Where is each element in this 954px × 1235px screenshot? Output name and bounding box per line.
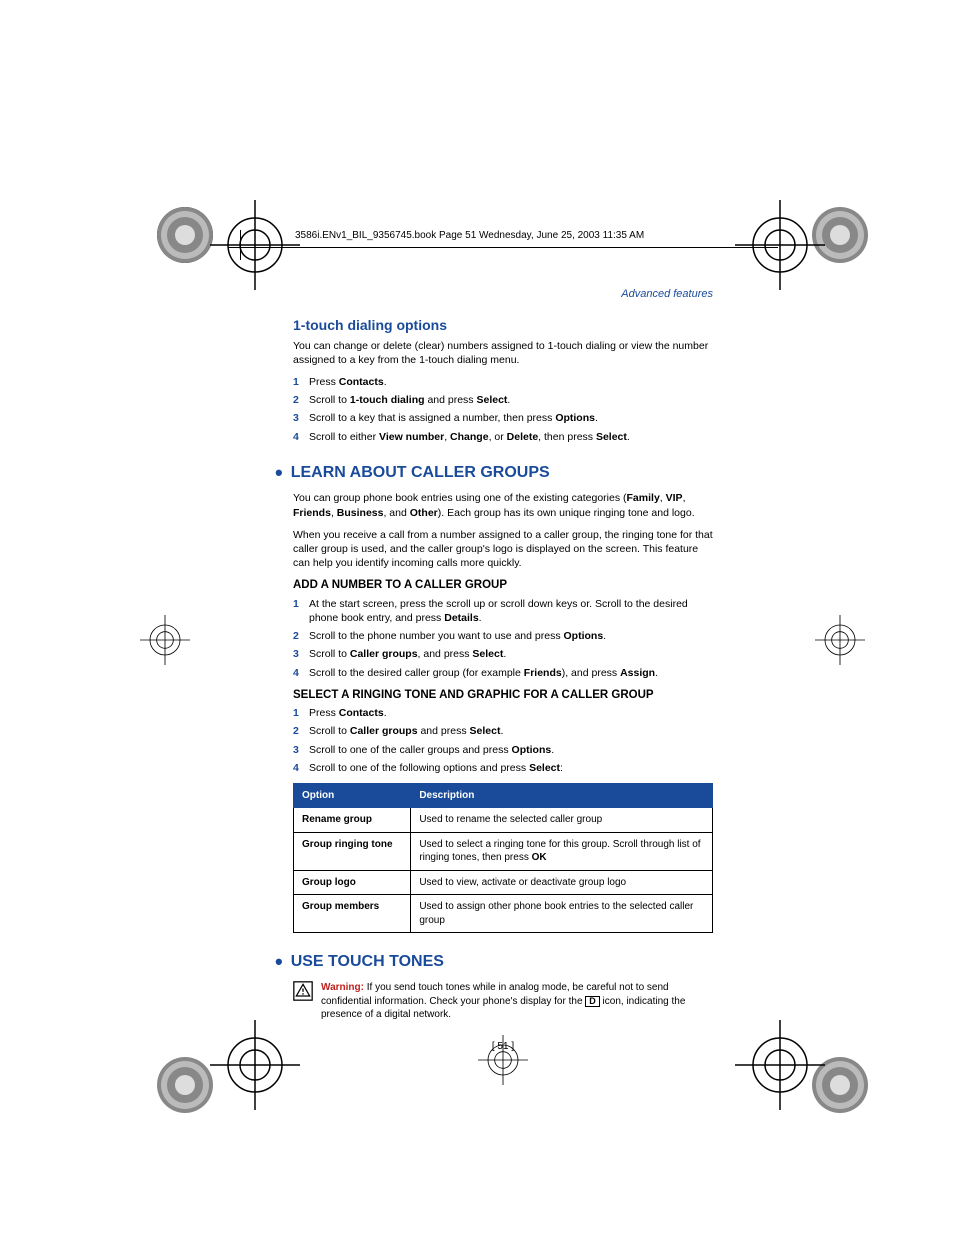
table-header: Option: [294, 783, 411, 808]
warning-block: Warning: If you send touch tones while i…: [293, 981, 713, 1022]
table-row: Group ringing toneUsed to select a ringi…: [294, 832, 713, 870]
table-row: Group logoUsed to view, activate or deac…: [294, 870, 713, 895]
section-caller-groups: LEARN ABOUT CALLER GROUPS You can group …: [293, 458, 713, 934]
reg-mark-mr: [815, 615, 865, 665]
section-1touch: 1-touch dialing options You can change o…: [293, 316, 713, 444]
list-item: 1At the start screen, press the scroll u…: [293, 597, 713, 625]
ordered-list: 1At the start screen, press the scroll u…: [293, 597, 713, 680]
list-item: 4Scroll to either View number, Change, o…: [293, 430, 713, 444]
page-number: [ 51 ]: [293, 1040, 713, 1054]
list-item: 2Scroll to Caller groups and press Selec…: [293, 724, 713, 738]
list-item: 4Scroll to one of the following options …: [293, 761, 713, 775]
list-item: 4Scroll to the desired caller group (for…: [293, 666, 713, 680]
subheading-select-ringing: SELECT A RINGING TONE AND GRAPHIC FOR A …: [293, 688, 713, 704]
d-icon: D: [585, 996, 600, 1008]
para: You can group phone book entries using o…: [293, 491, 713, 519]
crop-line: [240, 230, 241, 260]
subheading-add-number: ADD A NUMBER TO A CALLER GROUP: [293, 578, 713, 594]
heading-touch-tones: USE TOUCH TONES: [293, 947, 713, 977]
ordered-list: 1Press Contacts. 2Scroll to 1-touch diali…: [293, 375, 713, 444]
warning-text: Warning: If you send touch tones while i…: [321, 981, 713, 1022]
list-item: 1Press Contacts.: [293, 375, 713, 389]
section-header: Advanced features: [293, 287, 713, 302]
table-header: Description: [411, 783, 713, 808]
options-table: OptionDescription Rename groupUsed to re…: [293, 783, 713, 934]
ordered-list: 1Press Contacts. 2Scroll to Caller groups…: [293, 706, 713, 775]
page-content: Advanced features 1-touch dialing option…: [293, 287, 713, 1053]
list-item: 3Scroll to a key that is assigned a numb…: [293, 411, 713, 425]
reg-mark-bl2: [210, 1020, 300, 1110]
para: When you receive a call from a number as…: [293, 528, 713, 571]
list-item: 1Press Contacts.: [293, 706, 713, 720]
section-touch-tones: USE TOUCH TONES Warning: If you send tou…: [293, 947, 713, 1021]
table-row: Group membersUsed to assign other phone …: [294, 895, 713, 933]
table-row: Rename groupUsed to rename the selected …: [294, 808, 713, 833]
heading-caller-groups: LEARN ABOUT CALLER GROUPS: [293, 458, 713, 488]
warning-icon: [293, 981, 315, 1022]
reg-mark-ml: [140, 615, 190, 665]
warning-label: Warning:: [321, 982, 364, 993]
list-item: 2Scroll to 1-touch dialing and press Sel…: [293, 393, 713, 407]
reg-mark-tr2: [735, 200, 825, 290]
para: You can change or delete (clear) numbers…: [293, 339, 713, 367]
list-item: 3Scroll to Caller groups, and press Sele…: [293, 647, 713, 661]
page-header-line: 3586i.ENv1_BIL_9356745.book Page 51 Wedn…: [295, 230, 644, 241]
list-item: 3Scroll to one of the caller groups and …: [293, 743, 713, 757]
reg-mark-tl2: [210, 200, 300, 290]
crop-line: [228, 247, 778, 248]
reg-mark-br2: [735, 1020, 825, 1110]
list-item: 2Scroll to the phone number you want to …: [293, 629, 713, 643]
heading-1touch: 1-touch dialing options: [293, 316, 713, 335]
